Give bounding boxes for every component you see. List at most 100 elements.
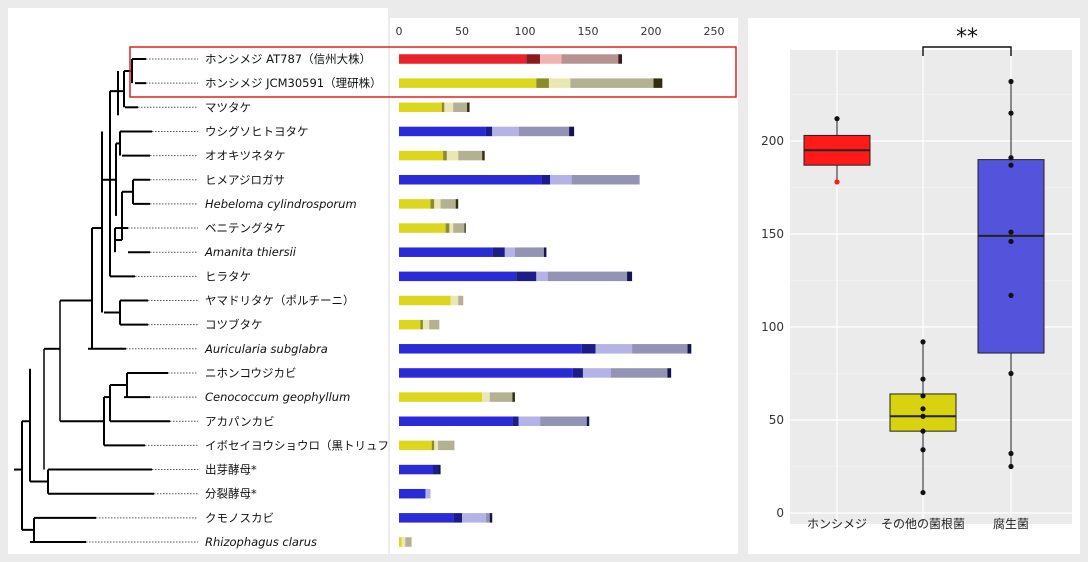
data-point bbox=[1008, 110, 1014, 116]
bar-segment bbox=[433, 464, 439, 475]
bar-segment bbox=[569, 126, 575, 137]
bar-segment bbox=[399, 537, 402, 547]
bar-segment bbox=[540, 54, 562, 64]
bar-segment bbox=[582, 368, 611, 378]
bar-segment bbox=[399, 223, 446, 233]
species-label: Amanita thiersii bbox=[204, 245, 297, 259]
data-point bbox=[1008, 463, 1014, 470]
bar-segment bbox=[399, 464, 434, 475]
boxplot-panel: 0 50 100 150 200 ホンシメジ その他の菌根菌 腐生菌 ** bbox=[748, 18, 1080, 554]
species-label: 分裂酵母* bbox=[205, 487, 257, 501]
bar-segment bbox=[561, 54, 619, 64]
species-label: コツブタケ bbox=[205, 318, 263, 332]
bar-segment bbox=[399, 126, 486, 137]
bar-segment bbox=[627, 271, 633, 282]
bar-segment bbox=[399, 368, 573, 378]
bar-segment bbox=[485, 513, 490, 523]
y-tick-label: 150 bbox=[761, 227, 784, 241]
species-label: アカパンカビ bbox=[205, 414, 275, 428]
bar-segment bbox=[399, 319, 421, 330]
data-point bbox=[920, 447, 926, 453]
bar-segment bbox=[504, 247, 515, 257]
data-point bbox=[1008, 155, 1014, 161]
bar-segment bbox=[453, 513, 462, 523]
data-point bbox=[920, 393, 926, 399]
data-point bbox=[1008, 370, 1014, 377]
bar-segment bbox=[399, 271, 517, 282]
bar-segment bbox=[399, 344, 582, 354]
bar-segment bbox=[429, 319, 440, 330]
species-label: ウシグソヒトヨタケ bbox=[205, 124, 309, 138]
bar-segment bbox=[489, 392, 513, 402]
species-label: マツタケ bbox=[205, 100, 251, 114]
bar-segment bbox=[526, 54, 541, 64]
bar-segment bbox=[399, 102, 442, 113]
y-tick-label: 200 bbox=[761, 134, 784, 148]
boxplot-chart: 0 50 100 150 200 ホンシメジ その他の菌根菌 腐生菌 ** bbox=[761, 25, 1072, 531]
bar-segment bbox=[420, 319, 423, 330]
bar-segment bbox=[632, 344, 688, 354]
species-label: イボセイヨウショウロ（黒トリュフ） bbox=[205, 438, 388, 452]
bar-segment bbox=[482, 392, 490, 402]
bar-segment bbox=[462, 513, 486, 523]
bar-segment bbox=[434, 440, 439, 451]
stacked-bar-chart: 0 50 100 150 200 250 bbox=[396, 25, 725, 547]
bar-segment bbox=[399, 295, 451, 306]
bar-segment bbox=[540, 416, 587, 426]
bar-segment bbox=[687, 344, 692, 354]
phylogenetic-tree: ホンシメジ AT787（信州大株） ホンシメジ JCM30591（理研株） マツタケ… bbox=[14, 52, 401, 549]
bar-segment bbox=[401, 537, 406, 547]
bar-segment bbox=[405, 537, 412, 547]
bar-segment bbox=[518, 126, 570, 137]
y-tick-label: 50 bbox=[769, 413, 784, 427]
bar-segment bbox=[571, 175, 640, 185]
bar-segment bbox=[450, 295, 459, 306]
bar-segment bbox=[444, 102, 454, 113]
phylogenetic-tree-panel: ホンシメジ AT787（信州大株） ホンシメジ JCM30591（理研株） マツタケ… bbox=[8, 8, 401, 554]
bar-segment bbox=[399, 54, 527, 64]
bar-segment bbox=[485, 126, 493, 137]
bar-segment bbox=[667, 368, 672, 378]
bar-segment bbox=[489, 513, 493, 523]
x-tick-label: 250 bbox=[704, 25, 725, 38]
species-label: ホンシメジ JCM30591（理研株） bbox=[205, 76, 382, 90]
data-point bbox=[834, 116, 840, 122]
species-label: ヤマドリタケ（ポルチーニ） bbox=[205, 294, 355, 308]
bar-segment bbox=[399, 175, 542, 185]
bar-segment bbox=[399, 416, 513, 426]
bar-segment bbox=[399, 150, 444, 161]
bar-segment bbox=[541, 175, 551, 185]
bar-segment bbox=[399, 488, 426, 499]
x-category-label: 腐生菌 bbox=[993, 516, 1029, 531]
bar-segment bbox=[492, 247, 505, 257]
bar-segment bbox=[618, 54, 623, 64]
species-label: Rhizophagus clarus bbox=[205, 535, 317, 549]
bar-segment bbox=[438, 464, 441, 475]
bar-segment bbox=[492, 126, 519, 137]
bar-segment bbox=[399, 78, 537, 88]
bar-segment bbox=[518, 416, 541, 426]
species-label: ホンシメジ AT787（信州大株） bbox=[205, 52, 371, 66]
bar-segment bbox=[547, 271, 628, 282]
data-point bbox=[920, 376, 926, 382]
bar-segment bbox=[467, 102, 470, 113]
bar-segment bbox=[595, 344, 633, 354]
bar-segment bbox=[512, 392, 515, 402]
species-label: オオキツネタケ bbox=[205, 149, 286, 163]
bar-segment bbox=[440, 199, 456, 209]
species-label: Cenococcum geophyllum bbox=[205, 390, 350, 404]
data-point bbox=[920, 413, 926, 419]
bar-segment bbox=[430, 199, 435, 209]
data-point bbox=[920, 406, 926, 412]
bar-segment bbox=[610, 368, 668, 378]
x-category-label: ホンシメジ bbox=[807, 517, 867, 531]
x-category-label: その他の菌根菌 bbox=[881, 517, 965, 531]
significance-label: ** bbox=[956, 25, 978, 50]
data-point bbox=[920, 339, 926, 345]
bar-segment bbox=[399, 199, 431, 209]
bar-segment bbox=[455, 199, 459, 209]
bar-segment bbox=[550, 175, 572, 185]
y-tick-label: 100 bbox=[761, 320, 784, 334]
data-point bbox=[1008, 78, 1014, 85]
bar-segment bbox=[446, 150, 459, 161]
